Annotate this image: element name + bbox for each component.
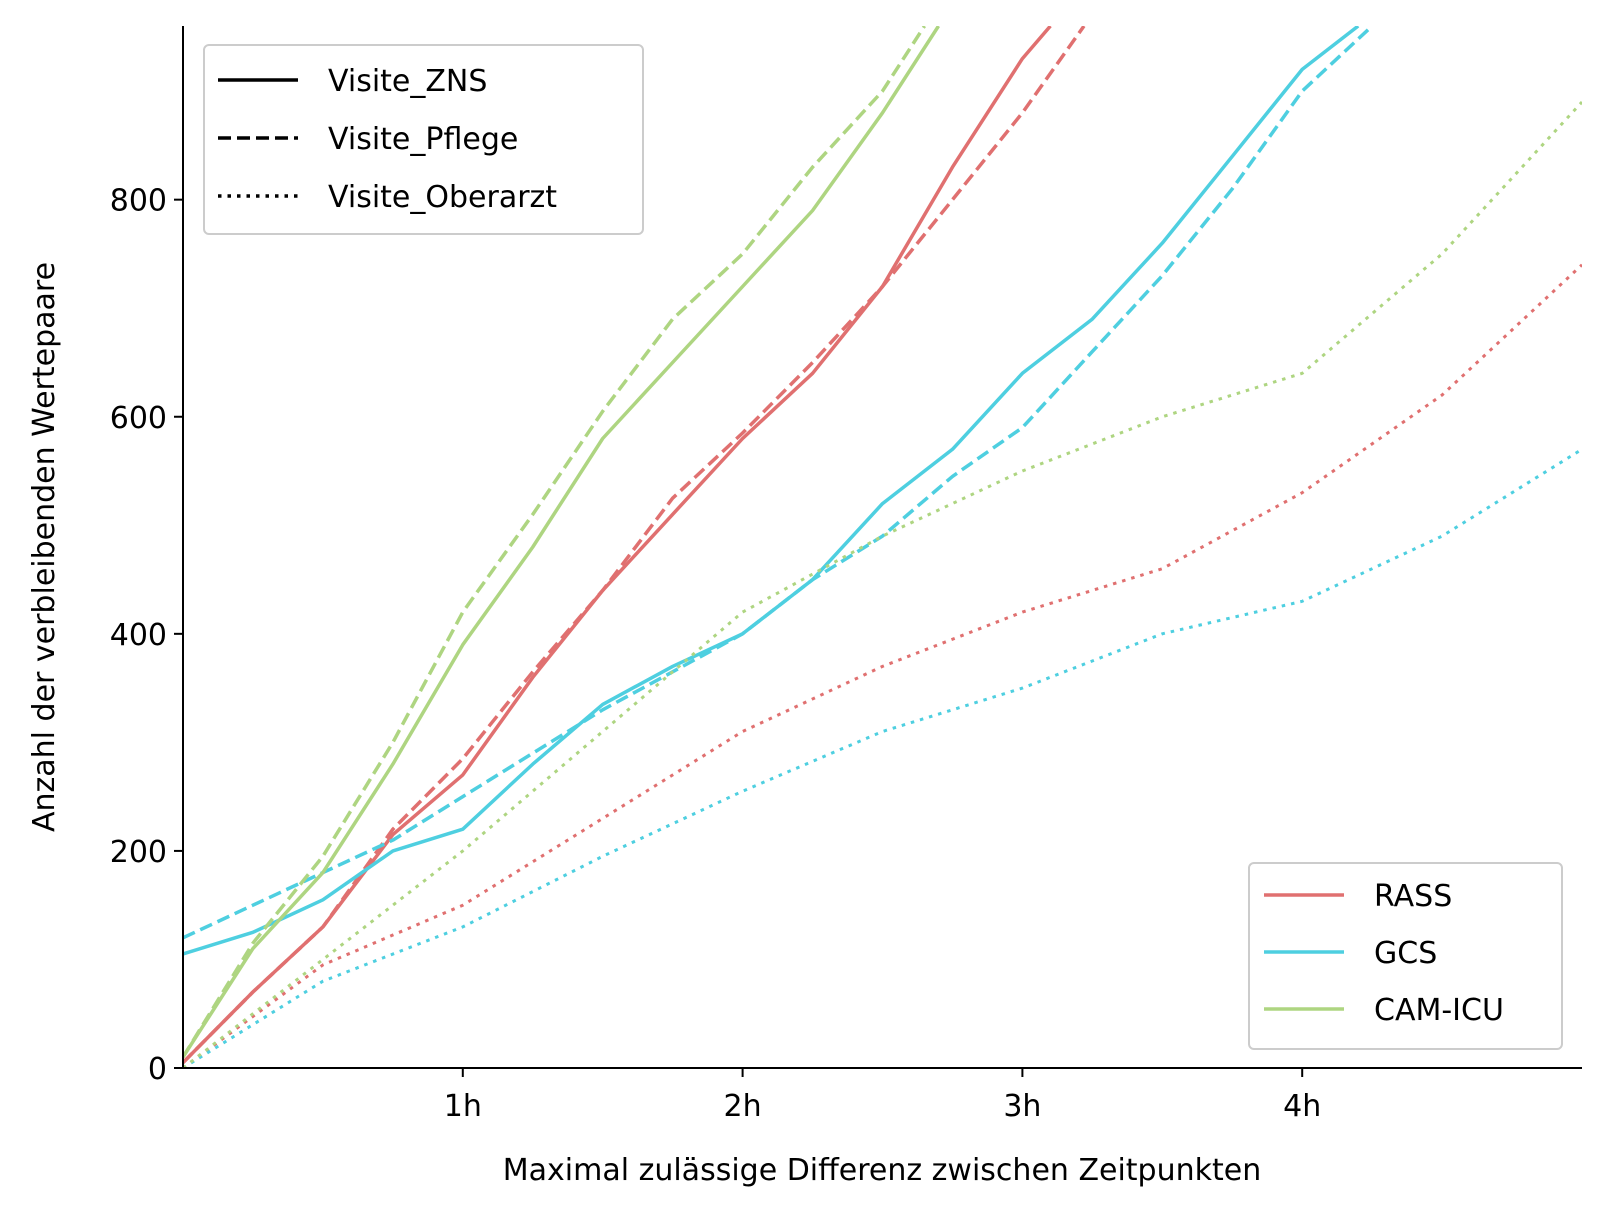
x-ticks: 1h 2h 3h 4h bbox=[444, 1068, 1321, 1124]
x-axis-label: Maximal zulässige Differenz zwischen Zei… bbox=[503, 1153, 1261, 1188]
x-tick-label: 1h bbox=[444, 1089, 482, 1124]
y-tick-label: 600 bbox=[110, 401, 167, 436]
y-ticks: 0 200 400 600 800 bbox=[110, 184, 183, 1087]
y-tick-label: 0 bbox=[148, 1052, 167, 1087]
y-tick-label: 200 bbox=[110, 835, 167, 870]
x-tick-label: 2h bbox=[724, 1089, 762, 1124]
style-legend-label-dotted: Visite_Oberarzt bbox=[328, 180, 557, 215]
y-axis-label: Anzahl der verbleibenden Wertepaare bbox=[27, 262, 62, 832]
color-legend-label-cam-icu: CAM-ICU bbox=[1374, 993, 1504, 1028]
y-tick-label: 400 bbox=[110, 618, 167, 653]
color-legend-frame bbox=[1248, 862, 1563, 1050]
series-line-rass-visite-oberarzt bbox=[183, 263, 1582, 1068]
color-legend-label-rass: RASS bbox=[1374, 879, 1452, 914]
style-legend: Visite_ZNS Visite_Pflege Visite_Oberarzt bbox=[203, 44, 644, 235]
y-tick-label: 800 bbox=[110, 184, 167, 219]
series-line-cam-icu-visite-pflege bbox=[183, 26, 926, 1059]
series-line-gcs-visite-pflege bbox=[183, 26, 1374, 940]
series-line-cam-icu-visite-oberarzt bbox=[183, 100, 1582, 1068]
style-legend-label-solid: Visite_ZNS bbox=[328, 64, 487, 99]
color-legend: RASS GCS CAM-ICU bbox=[1248, 862, 1563, 1050]
series-layer bbox=[183, 26, 1582, 1068]
x-tick-label: 4h bbox=[1283, 1089, 1321, 1124]
series-line-cam-icu-visite-zns bbox=[183, 26, 940, 1059]
series-line-gcs-visite-zns bbox=[183, 26, 1360, 956]
color-legend-label-gcs: GCS bbox=[1374, 936, 1437, 971]
series-line-rass-visite-pflege bbox=[183, 26, 1086, 1064]
x-tick-label: 3h bbox=[1003, 1089, 1041, 1124]
style-legend-label-dashed: Visite_Pflege bbox=[328, 122, 518, 157]
style-legend-frame bbox=[203, 44, 644, 235]
